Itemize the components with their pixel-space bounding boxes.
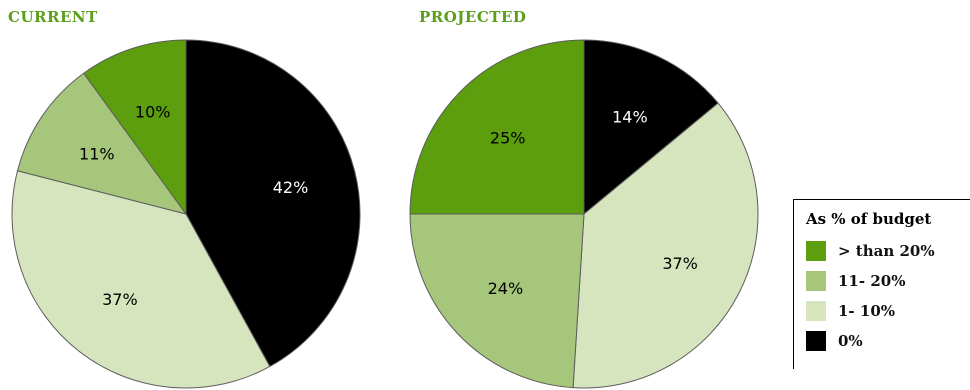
legend: As % of budget > than 20% 11- 20% 1- 10%… xyxy=(793,199,970,369)
legend-item-0: 0% xyxy=(806,326,970,356)
legend-label: 11- 20% xyxy=(838,272,906,290)
pie-label-projected-0: 14% xyxy=(612,107,648,126)
pie-slice-projected-0 xyxy=(583,39,719,216)
legend-label: > than 20% xyxy=(838,242,935,260)
pie-slice-projected-11-20 xyxy=(409,213,585,389)
legend-item-1-10: 1- 10% xyxy=(806,296,970,326)
pie-label-projected-11-20: 24% xyxy=(488,279,524,298)
legend-title: As % of budget xyxy=(806,210,932,228)
legend-swatch xyxy=(806,331,826,351)
legend-label: 0% xyxy=(838,332,863,350)
legend-label: 1- 10% xyxy=(838,302,896,320)
legend-item-11-20: 11- 20% xyxy=(806,266,970,296)
pie-slice-current-11-20 xyxy=(16,72,188,215)
pie-slice-projected-1-10 xyxy=(572,102,759,389)
pie-label-current-0: 42% xyxy=(273,178,309,197)
pie-slice-current-0 xyxy=(185,39,361,368)
pie-slice-projected-than-20 xyxy=(409,39,585,215)
pie-label-projected-1-10: 37% xyxy=(662,254,698,273)
pie-label-current-11-20: 11% xyxy=(79,144,115,163)
pie-label-current-than-20: 10% xyxy=(135,102,171,121)
legend-swatch xyxy=(806,241,826,261)
pie-label-projected-than-20: 25% xyxy=(490,129,526,148)
chart-title-projected: PROJECTED xyxy=(419,8,527,26)
pie-label-current-1-10: 37% xyxy=(102,290,138,309)
pie-slice-current-than-20 xyxy=(83,39,187,216)
legend-item-over-20: > than 20% xyxy=(806,236,970,266)
legend-swatch xyxy=(806,301,826,321)
legend-swatch xyxy=(806,271,826,291)
chart-title-current: CURRENT xyxy=(8,8,98,26)
pie-slice-current-1-10 xyxy=(11,170,271,389)
